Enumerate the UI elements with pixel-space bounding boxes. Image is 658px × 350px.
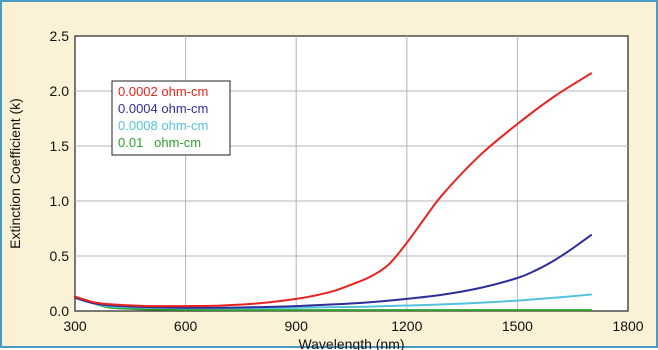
- x-axis-title: Wavelength (nm): [298, 336, 404, 350]
- y-tick-label: 1.5: [50, 138, 70, 154]
- plot-area: [74, 35, 629, 312]
- y-tick-label: 1.0: [50, 193, 70, 209]
- legend-entry-2: 0.0004 ohm-cm: [118, 101, 208, 116]
- y-axis-title: Extinction Coefficient (k): [7, 98, 23, 249]
- x-tick-label: 900: [285, 318, 309, 334]
- y-tick-label: 0.5: [50, 248, 70, 264]
- legend: 0.0002 ohm-cm 0.0004 ohm-cm 0.0008 ohm-c…: [111, 80, 231, 156]
- y-tick-label: 0.0: [50, 303, 70, 319]
- x-tick-label: 1800: [612, 318, 643, 334]
- x-tick-label: 1200: [391, 318, 422, 334]
- legend-entry-4: 0.01 ohm-cm: [118, 135, 201, 150]
- series-line-1: [74, 72, 593, 308]
- x-tick-label: 300: [63, 318, 87, 334]
- legend-entry-3: 0.0008 ohm-cm: [118, 118, 208, 133]
- y-tick-label: 2.0: [50, 83, 70, 99]
- y-tick-label: 2.5: [50, 28, 70, 44]
- x-tick-label: 600: [174, 318, 198, 334]
- series-lines: [74, 72, 593, 312]
- x-tick-label: 1500: [502, 318, 533, 334]
- legend-entry-1: 0.0002 ohm-cm: [118, 84, 208, 99]
- legend-box: [111, 80, 231, 156]
- axis-ticks: 300 600 900 1200 1500 1800 0.0 0.5 1.0 1.5 2.0 2.5: [50, 28, 644, 334]
